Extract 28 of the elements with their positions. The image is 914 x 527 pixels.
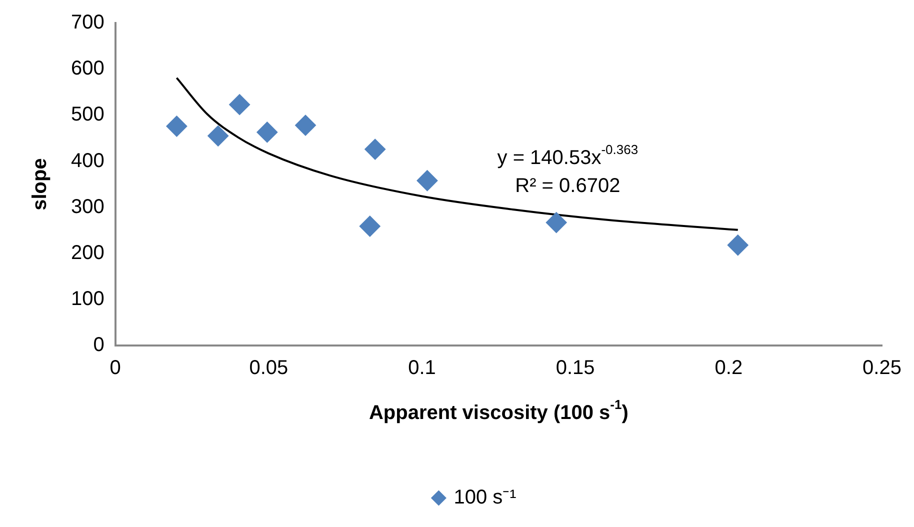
point [546, 212, 567, 234]
annotation: R² = 0.6702 [515, 175, 620, 198]
y-tick-label: 500 [70, 104, 104, 126]
y-axis-title: slope [28, 158, 51, 210]
x-tick-label: 0.25 [862, 357, 902, 380]
point [364, 138, 386, 160]
point [208, 125, 229, 146]
point [256, 122, 278, 143]
point [229, 94, 250, 116]
x-tick-label: 0.1 [408, 357, 436, 380]
point [294, 114, 316, 136]
x-tick-label: 0.05 [249, 357, 288, 380]
x-tick-label: 0 [110, 357, 121, 380]
y-tick-label: 0 [93, 334, 104, 356]
y-tick-label: 300 [70, 196, 104, 218]
point [727, 234, 748, 256]
legend-label: 100 s⁻¹ [454, 486, 517, 509]
line-series [176, 76, 739, 231]
point [166, 116, 188, 137]
point [359, 216, 380, 237]
y-tick-label: 400 [70, 150, 104, 172]
x-tick-label: 0.15 [556, 357, 595, 380]
y-tick-label: 100 [70, 288, 104, 310]
point [416, 170, 438, 192]
x-tick-label: 0.2 [714, 357, 743, 380]
y-tick-label: 700 [70, 12, 104, 34]
y-tick-label: 200 [70, 242, 104, 264]
y-tick-label: 600 [70, 58, 104, 80]
